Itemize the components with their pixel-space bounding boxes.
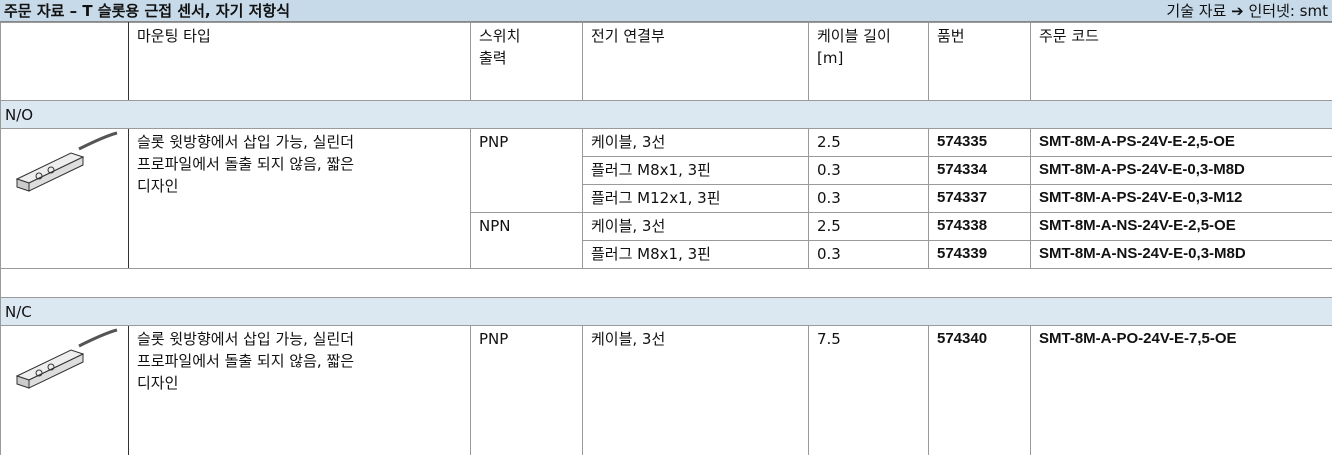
cable-length: 2.5 xyxy=(808,128,929,157)
cable-length: 2.5 xyxy=(808,212,929,241)
part-number: 574338 xyxy=(928,212,1031,241)
data-row: 플러그 M8x1, 3핀 0.3 574334 SMT-8M-A-PS-24V-E-0… xyxy=(1,156,1332,185)
switch-output: NPN xyxy=(470,212,583,269)
connection: 플러그 M12x1, 3핀 xyxy=(582,184,809,213)
header-cell: 스위치 출력 xyxy=(470,22,583,101)
sensor-icon xyxy=(15,328,118,389)
order-code: SMT-8M-A-NS-24V-E-0,3-M8D xyxy=(1030,240,1332,269)
header-cell: 전기 연결부 xyxy=(582,22,809,101)
column-header-row: 마운팅 타입 스위치 출력 전기 연결부 케이블 길이 [m] 품번 주문 코드 xyxy=(0,22,1332,101)
group-label: N/O xyxy=(0,100,1332,129)
connection: 케이블, 3선 xyxy=(582,128,809,157)
cable-length: 0.3 xyxy=(808,156,929,185)
order-code: SMT-8M-A-PS-24V-E-2,5-OE xyxy=(1030,128,1332,157)
icon-cell xyxy=(0,325,129,455)
cable-length: 0.3 xyxy=(808,240,929,269)
part-number: 574337 xyxy=(928,184,1031,213)
data-row: 플러그 M8x1, 3핀 0.3 574339 SMT-8M-A-NS-24V-E-0… xyxy=(1,240,1332,269)
part-number: 574335 xyxy=(928,128,1031,157)
data-row: NPN 케이블, 3선 2.5 574338 SMT-8M-A-NS-24V-E-2,5… xyxy=(1,212,1332,269)
cable-length: 7.5 xyxy=(808,325,929,455)
part-number: 574340 xyxy=(928,325,1031,455)
switch-output: PNP xyxy=(470,325,583,455)
sensor-icon xyxy=(15,131,118,192)
spacer-cell xyxy=(0,268,1332,298)
group-row: N/C xyxy=(0,297,1332,326)
data-row: 슬롯 윗방향에서 삽입 가능, 실린더 프로파일에서 돌출 되지 않음, 짧은 … xyxy=(0,325,1332,455)
part-number: 574334 xyxy=(928,156,1031,185)
mounting-type: 슬롯 윗방향에서 삽입 가능, 실린더 프로파일에서 돌출 되지 않음, 짧은 … xyxy=(128,128,471,269)
data-row: 플러그 M12x1, 3핀 0.3 574337 SMT-8M-A-PS-24V-E-… xyxy=(1,184,1332,213)
group-label: N/C xyxy=(0,297,1332,326)
header-cell: 주문 코드 xyxy=(1030,22,1332,101)
group-row: N/O xyxy=(0,100,1332,129)
connection: 플러그 M8x1, 3핀 xyxy=(582,156,809,185)
data-row: 슬롯 윗방향에서 삽입 가능, 실린더 프로파일에서 돌출 되지 않음, 짧은 … xyxy=(0,128,1332,269)
header-cell: 케이블 길이 [m] xyxy=(808,22,929,101)
connection: 케이블, 3선 xyxy=(582,325,809,455)
spacer-row xyxy=(0,268,1332,298)
order-code: SMT-8M-A-PO-24V-E-7,5-OE xyxy=(1030,325,1332,455)
cable-length: 0.3 xyxy=(808,184,929,213)
header-cell xyxy=(0,22,129,101)
header-bar: 주문 자료 – T 슬롯용 근접 센서, 자기 저항식 기술 자료 ➔ 인터넷:… xyxy=(0,0,1332,22)
order-table: 마운팅 타입 스위치 출력 전기 연결부 케이블 길이 [m] 품번 주문 코드… xyxy=(0,22,1332,455)
order-code: SMT-8M-A-PS-24V-E-0,3-M12 xyxy=(1030,184,1332,213)
title: 주문 자료 – T 슬롯용 근접 센서, 자기 저항식 xyxy=(4,2,291,20)
icon-cell xyxy=(0,128,129,269)
connection: 플러그 M8x1, 3핀 xyxy=(582,240,809,269)
part-number: 574339 xyxy=(928,240,1031,269)
order-code: SMT-8M-A-NS-24V-E-2,5-OE xyxy=(1030,212,1332,241)
order-code: SMT-8M-A-PS-24V-E-0,3-M8D xyxy=(1030,156,1332,185)
header-cell: 품번 xyxy=(928,22,1031,101)
connection: 케이블, 3선 xyxy=(582,212,809,241)
internet-link[interactable]: 기술 자료 ➔ 인터넷: smt xyxy=(1166,2,1328,20)
switch-output: PNP xyxy=(470,128,583,213)
mounting-type: 슬롯 윗방향에서 삽입 가능, 실린더 프로파일에서 돌출 되지 않음, 짧은 … xyxy=(128,325,471,455)
header-cell: 마운팅 타입 xyxy=(128,22,471,101)
